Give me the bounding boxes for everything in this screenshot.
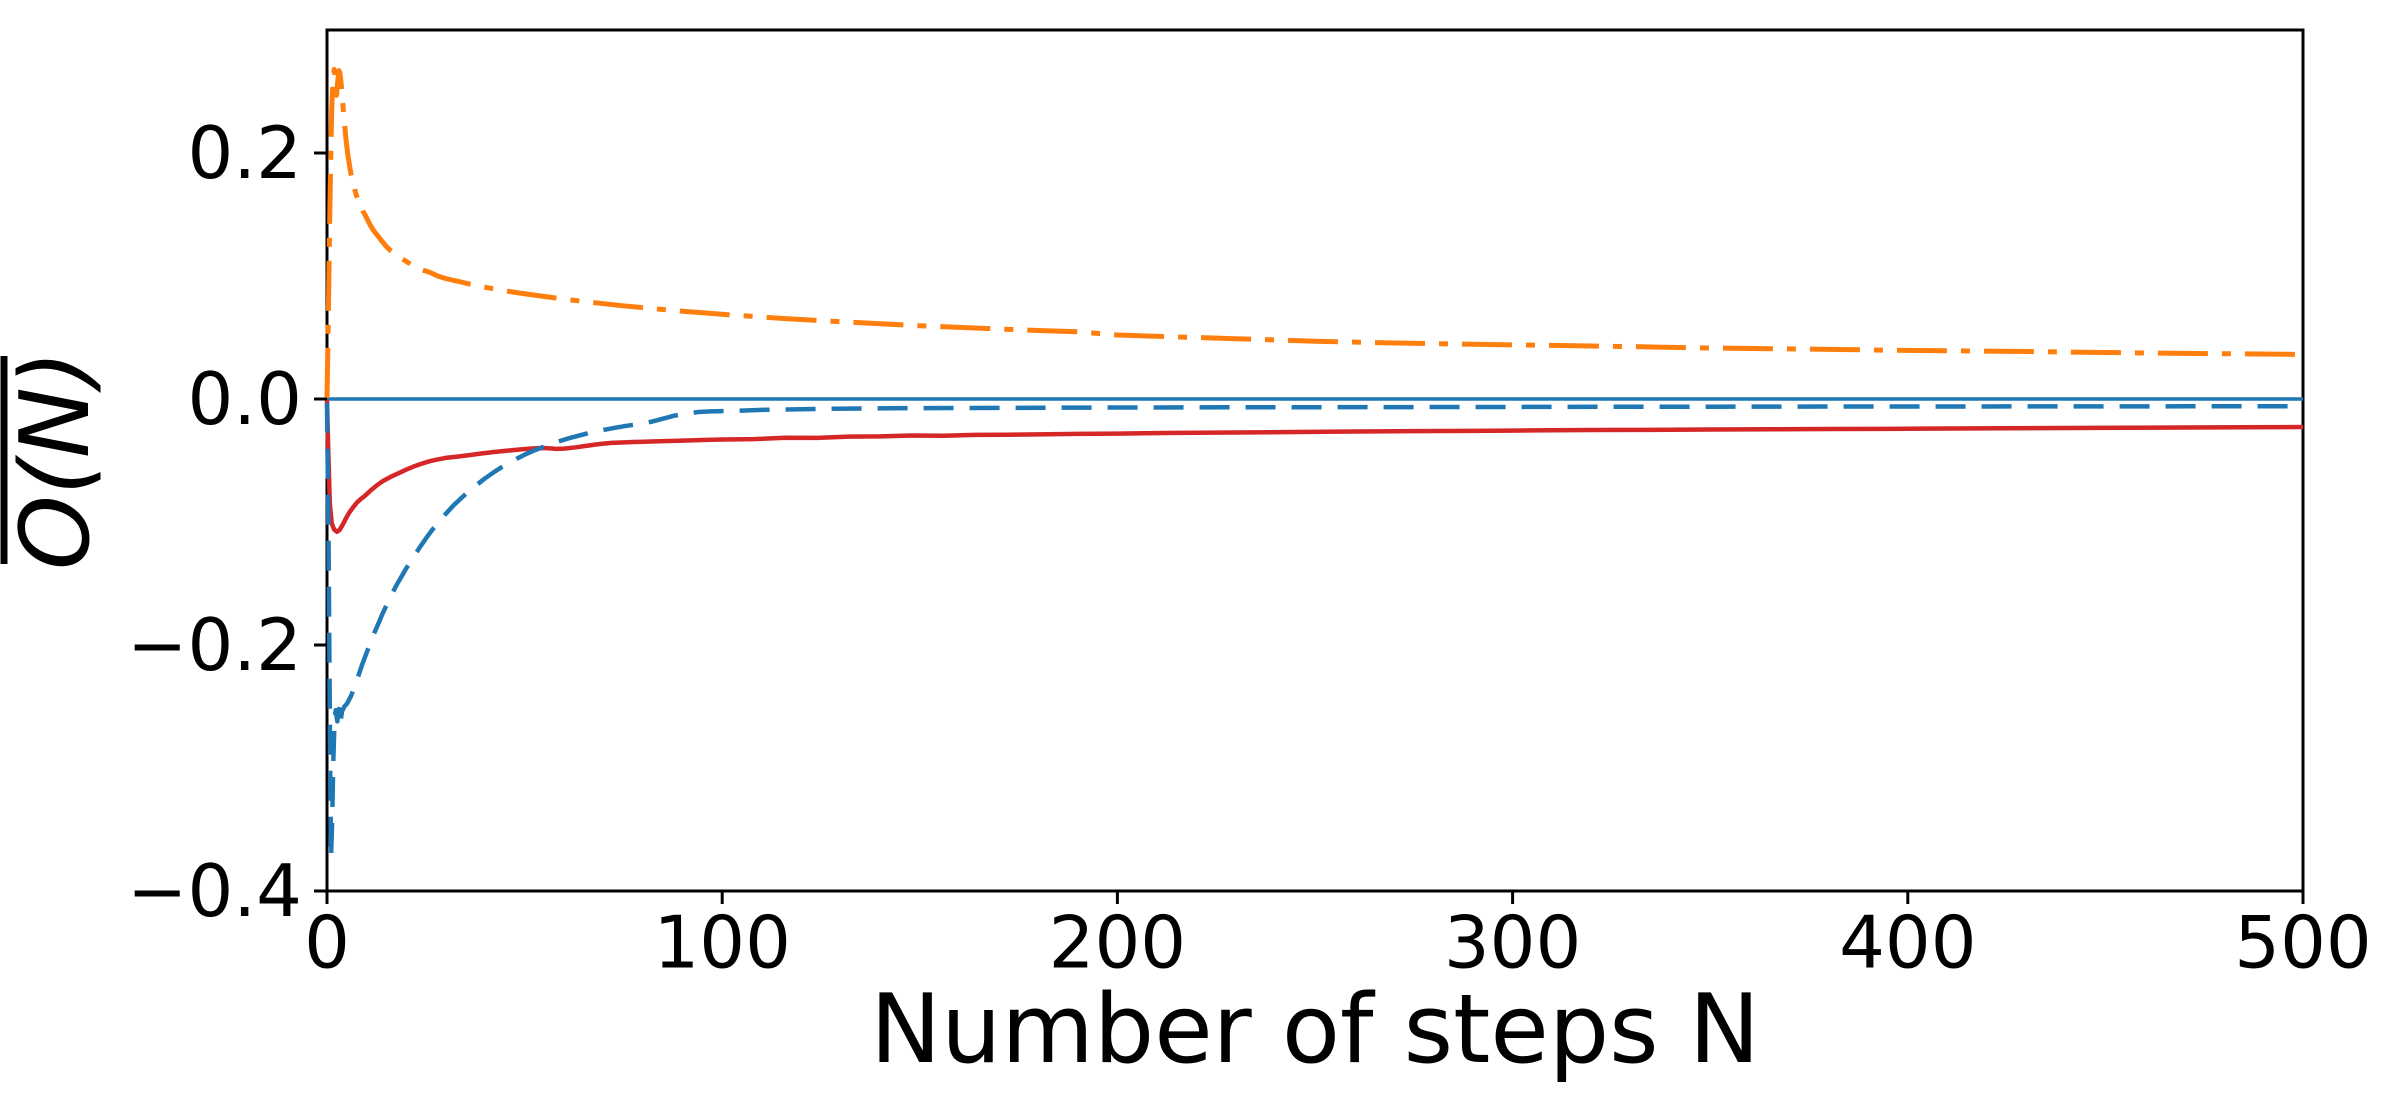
x-tick-label: 200 xyxy=(1049,901,1186,985)
x-tick-label: 100 xyxy=(653,901,790,985)
y-axis-title: O(N) xyxy=(1,350,111,570)
plot-frame xyxy=(325,28,2305,893)
y-tick-label: 0.2 xyxy=(187,111,302,195)
axis-tick-labels: 0 100 200 300 400 500 0.2 0.0 −0.2 −0.4 xyxy=(127,111,2372,985)
axis-ticks xyxy=(314,151,2305,904)
y-tick-label: −0.2 xyxy=(127,603,302,687)
y-tick-label: 0.0 xyxy=(187,357,302,441)
orange-dashdot-curve xyxy=(324,66,2304,398)
series-lines xyxy=(324,66,2304,861)
x-axis-title: Number of steps N xyxy=(870,975,1760,1085)
blue-dashed-curve xyxy=(324,402,2303,861)
x-tick-label: 300 xyxy=(1444,901,1581,985)
x-tick-label: 0 xyxy=(304,901,350,985)
x-tick-label: 400 xyxy=(1839,901,1976,985)
y-axis-title-group: O(N) xyxy=(0,350,111,570)
x-tick-label: 500 xyxy=(2234,901,2371,985)
y-tick-label: −0.4 xyxy=(127,849,302,933)
red-solid-curve xyxy=(324,400,2304,535)
